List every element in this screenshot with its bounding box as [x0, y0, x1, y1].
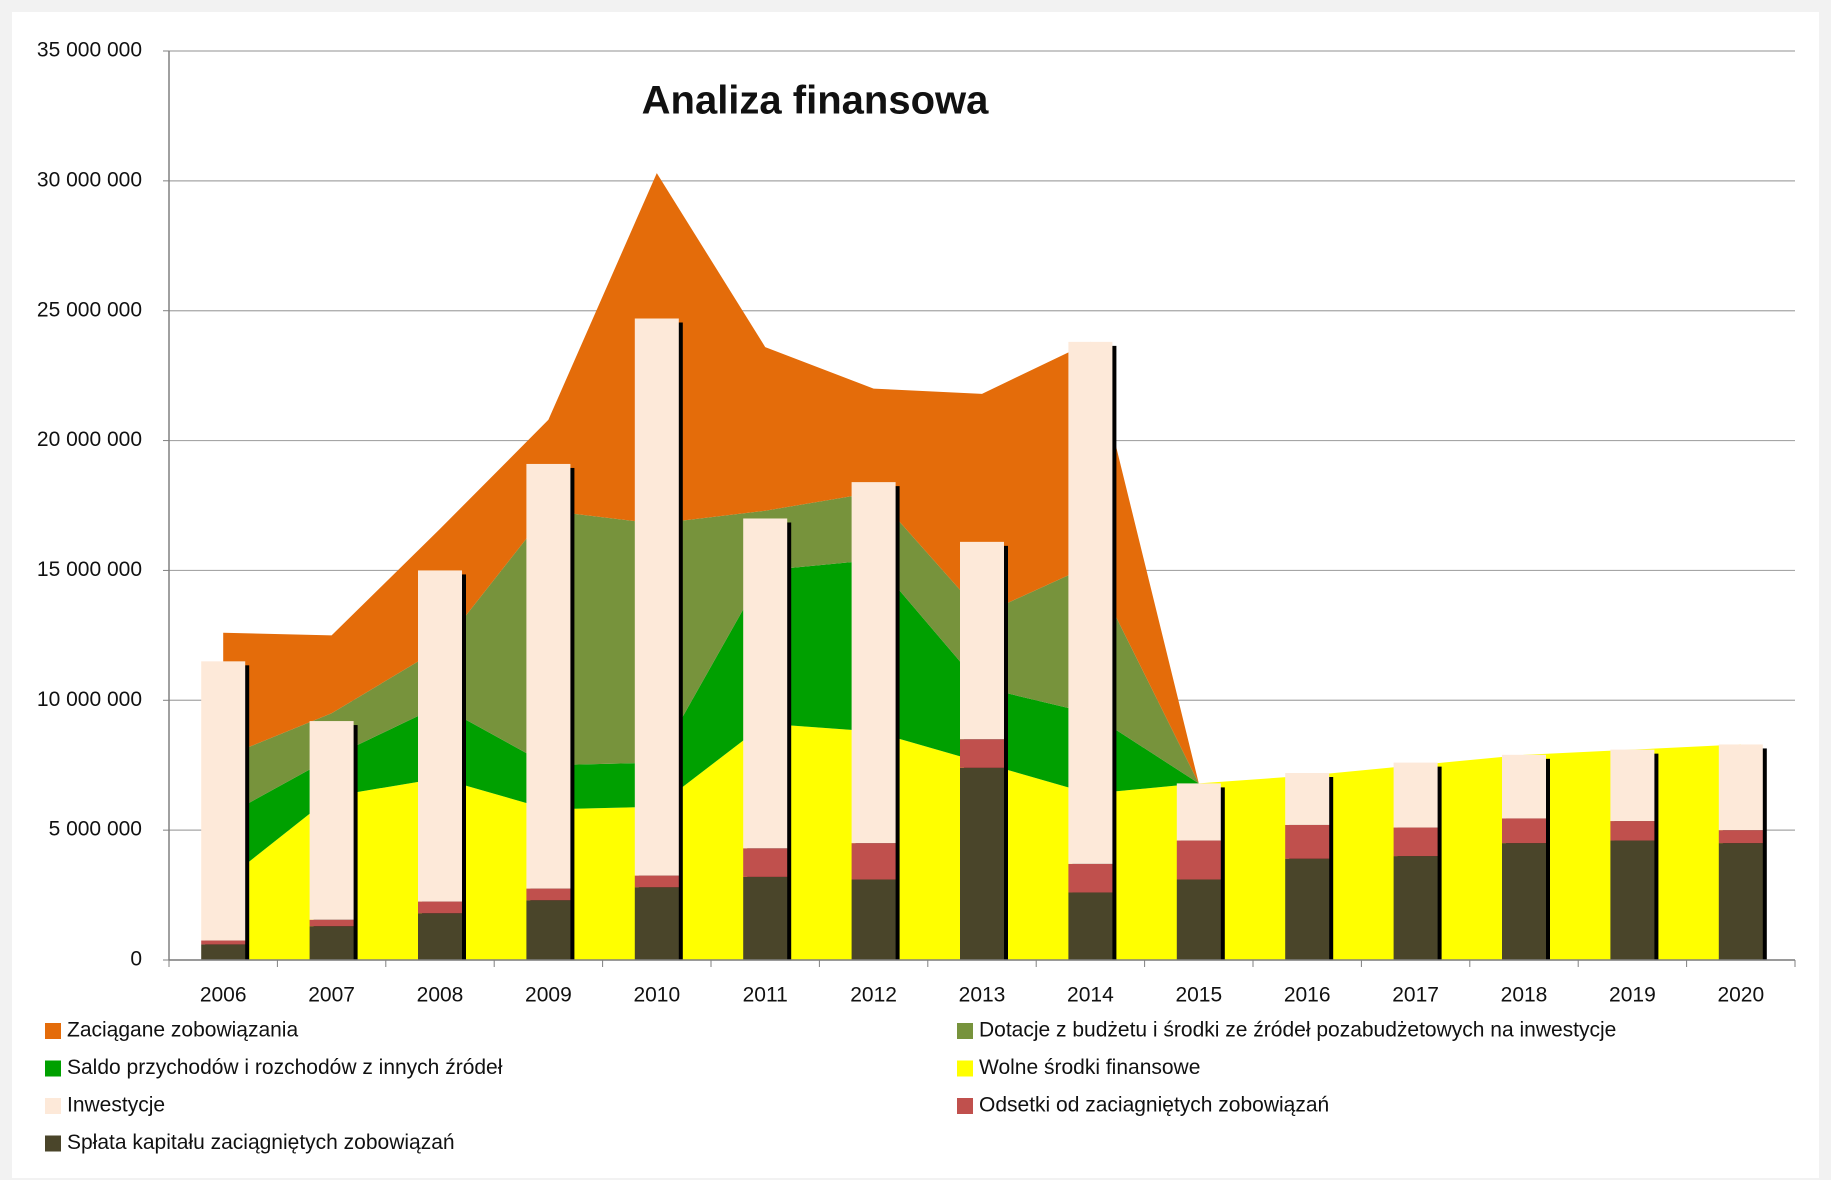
bar: [1718, 843, 1763, 960]
bar: [1068, 863, 1113, 893]
bar: [1176, 783, 1221, 841]
bar: [1718, 830, 1763, 844]
y-tick-label: 30 000 000: [37, 168, 142, 191]
bar: [743, 876, 788, 960]
bar: [309, 721, 354, 920]
legend-swatch: [957, 1023, 973, 1039]
legend-label: Spłata kapitału zaciągniętych zobowiązań: [67, 1131, 455, 1154]
bar: [1502, 843, 1546, 960]
bar: [1285, 773, 1330, 825]
bar: [960, 541, 1004, 740]
bar: [851, 843, 896, 880]
x-tick-label: 2013: [959, 984, 1006, 1007]
chart-title: Analiza finansowa: [642, 79, 989, 123]
bar: [418, 570, 462, 902]
bar: [960, 739, 1004, 768]
y-tick-label: 15 000 000: [37, 558, 142, 581]
x-tick-label: 2010: [633, 984, 680, 1007]
legend: Zaciągane zobowiązania Dotacje z budżetu …: [45, 1019, 1616, 1154]
x-tick-label: 2012: [850, 984, 897, 1007]
legend-label: Zaciągane zobowiązania: [67, 1019, 298, 1042]
x-tick-label: 2018: [1501, 984, 1548, 1007]
legend-swatch: [45, 1060, 61, 1077]
bar: [960, 767, 1004, 960]
bar: [1393, 827, 1438, 857]
bar: [418, 913, 462, 960]
bar: [1285, 824, 1330, 859]
y-tick-label: 10 000 000: [37, 688, 142, 711]
x-tick-label: 2017: [1392, 984, 1439, 1007]
legend-label: Dotacje z budżetu i środki ze źródeł poz…: [979, 1019, 1616, 1042]
legend-label: Odsetki od zaciagniętych zobowiązań: [979, 1094, 1329, 1117]
legend-label: Saldo przychodów i rozchodów z innych źr…: [67, 1056, 503, 1079]
bar: [1610, 840, 1655, 960]
bar: [1068, 892, 1113, 960]
bar: [201, 940, 246, 945]
axes: 0 5 000 000 10 000 000 15 000 000 20 000 000…: [37, 39, 1796, 1007]
bar: [309, 919, 354, 927]
bar: [1502, 754, 1546, 819]
y-tick-label: 0: [130, 948, 142, 971]
bar: [851, 879, 896, 960]
y-tick-label: 5 000 000: [49, 818, 142, 841]
x-tick-label: 2019: [1609, 984, 1656, 1007]
x-tick-label: 2008: [417, 984, 464, 1007]
x-tick-label: 2011: [743, 984, 788, 1007]
legend-swatch: [957, 1060, 973, 1077]
legend-label: Inwestycje: [67, 1094, 165, 1117]
x-tick-label: 2014: [1067, 984, 1114, 1007]
bar: [309, 926, 354, 960]
legend-swatch: [45, 1023, 61, 1039]
bar: [1176, 840, 1221, 880]
bar: [1502, 818, 1546, 844]
x-tick-label: 2009: [525, 984, 572, 1007]
bar: [1610, 821, 1655, 841]
bar: [201, 944, 246, 960]
bar: [634, 875, 679, 888]
x-tick-label: 2020: [1717, 984, 1764, 1007]
bar: [1068, 341, 1113, 864]
y-tick-label: 35 000 000: [37, 39, 142, 62]
bar: [634, 318, 679, 876]
bar: [743, 848, 788, 877]
x-tick-label: 2016: [1284, 984, 1331, 1007]
bar: [1176, 879, 1221, 960]
bar: [418, 901, 462, 914]
bar: [526, 888, 571, 901]
y-tick-label: 25 000 000: [37, 298, 142, 321]
bar: [1285, 858, 1330, 960]
bar: [526, 463, 571, 889]
y-tick-label: 20 000 000: [37, 428, 142, 451]
x-tick-label: 2007: [308, 984, 355, 1007]
bar: [1393, 762, 1438, 828]
bars: [201, 318, 1767, 960]
area: [223, 173, 1741, 784]
bar: [526, 900, 571, 960]
bar: [1610, 749, 1655, 822]
legend-swatch: [45, 1135, 61, 1152]
legend-swatch: [957, 1098, 973, 1114]
bar: [634, 887, 679, 960]
x-tick-label: 2015: [1175, 984, 1222, 1007]
legend-label: Wolne środki finansowe: [979, 1056, 1200, 1079]
bar: [201, 661, 246, 941]
bar: [1393, 856, 1438, 960]
bar: [743, 518, 788, 849]
bar: [851, 482, 896, 844]
bar: [1718, 744, 1763, 831]
legend-swatch: [45, 1098, 61, 1114]
x-tick-label: 2006: [200, 984, 247, 1007]
